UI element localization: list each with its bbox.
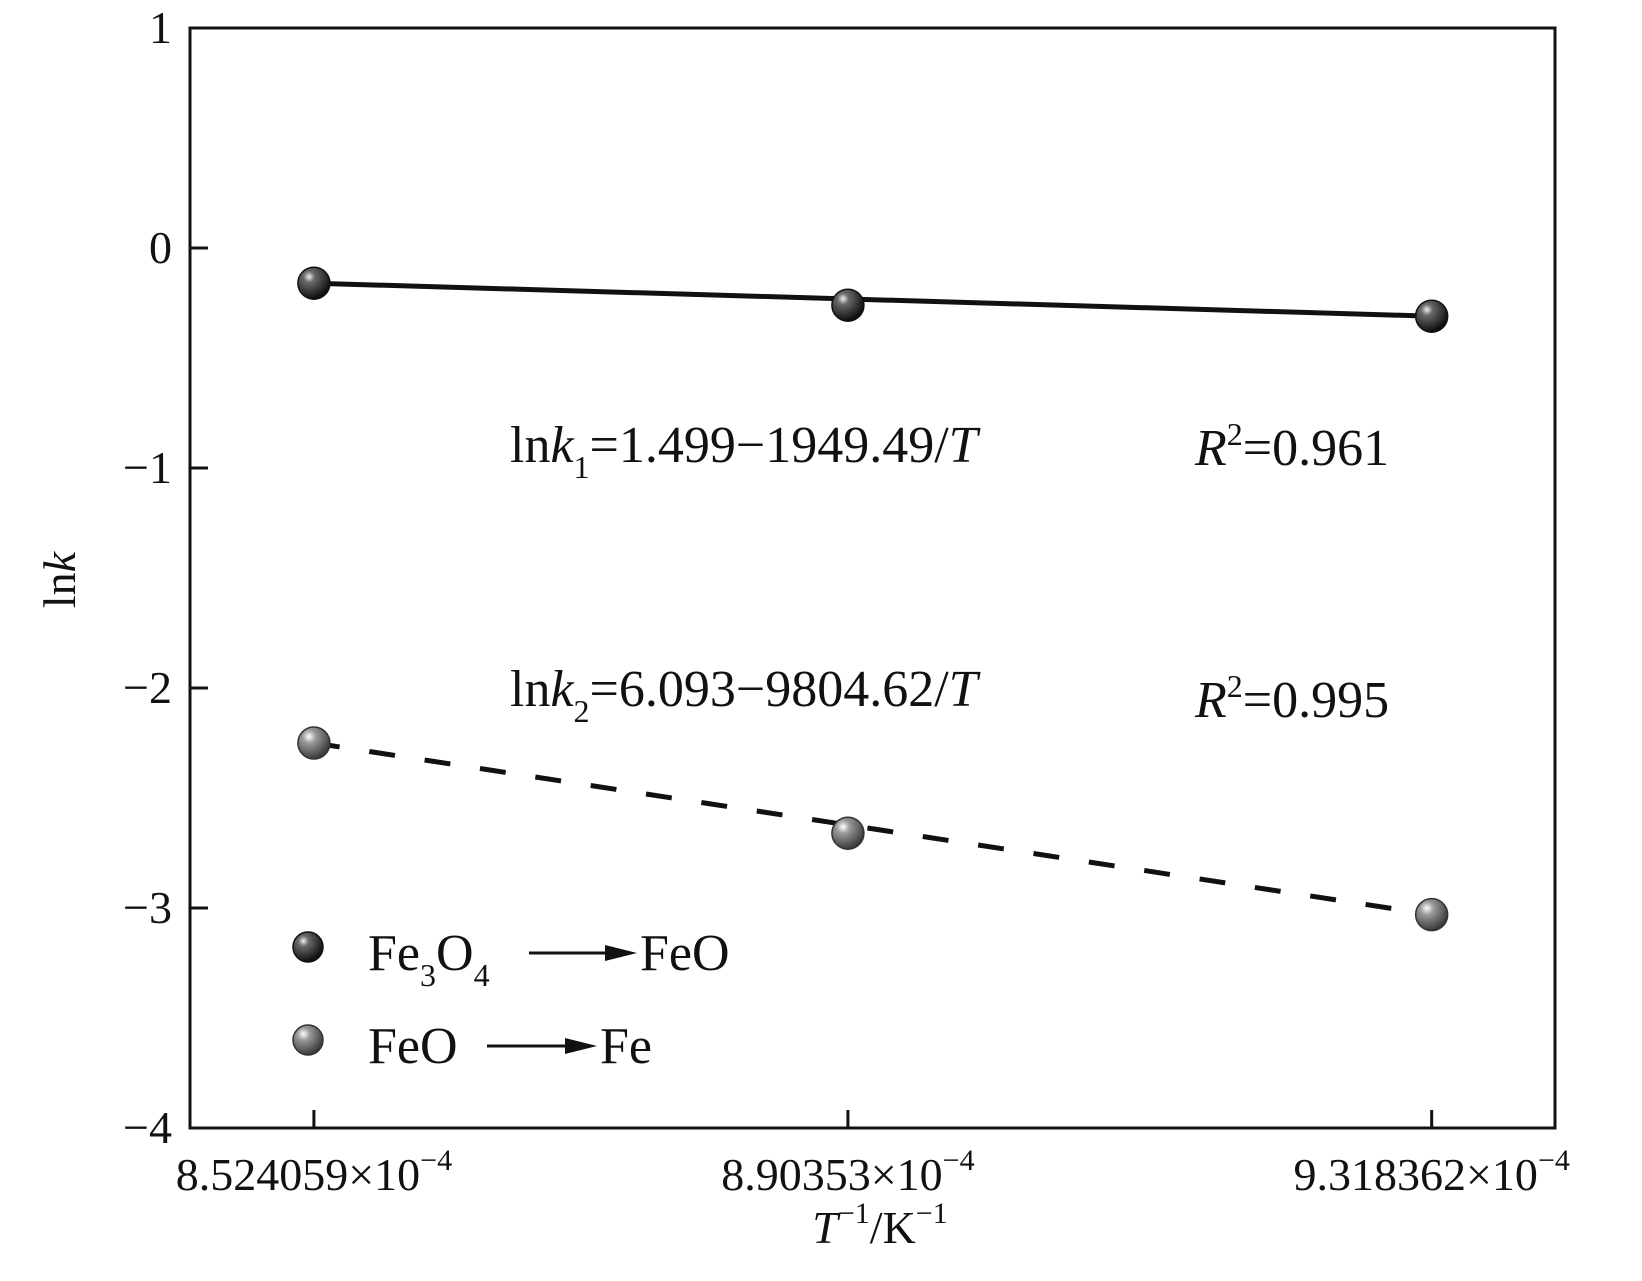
equation-2-rhs: =6.093−9804.62/ [590,661,950,718]
x-tick-mantissa: 8.90353×10 [721,1149,942,1200]
data-point-fe3o4-feo [831,288,865,322]
data-point-fe3o4-feo [297,266,331,300]
y-tick-label: −4 [123,1102,172,1153]
equation-1: lnk1=1.499−1949.49/T [510,417,981,485]
legend-arrow-2-head [565,1038,597,1054]
x-tick-exponent: −4 [1538,1144,1570,1177]
legend-arrow-1-head [605,945,637,961]
equation-2-T: T [949,661,981,718]
equation-1-sub: 1 [574,449,590,485]
legend-label-fe3o4-feo: Fe3O4 [368,925,490,993]
data-point-fe3o4-feo [1414,299,1449,333]
equation-1-T: T [949,417,981,474]
data-point-feo-fe [1414,897,1449,932]
x-tick-mantissa: 8.524059×10 [176,1149,420,1200]
legend-1-sub1: 3 [420,957,436,993]
x-axis-title-sup1: −1 [838,1197,870,1230]
x-axis: 8.524059×10−4 8.90353×10−4 9.318362×10−4 [176,1110,1570,1200]
x-tick-mantissa: 9.318362×10 [1293,1149,1537,1200]
fit-line-fe3o4-feo [313,280,1432,319]
y-axis-title-ln: ln [34,572,85,608]
legend-marker-feo-fe [292,1024,324,1056]
r2-1-R: R [1194,420,1227,477]
x-tick-exponent: −4 [420,1144,452,1177]
equation-2-sub: 2 [574,693,590,729]
legend-1-sub2: 4 [474,957,490,993]
y-axis-title-var: k [34,550,85,572]
r2-annotation-2: R2=0.995 [1194,668,1389,729]
r2-1-value: =0.961 [1243,420,1389,477]
x-axis-title-sup2: −1 [916,1197,948,1230]
legend: Fe3O4 FeO FeO Fe [292,925,730,1075]
y-tick-label: 1 [149,2,172,53]
y-tick-label: −1 [123,442,172,493]
y-tick-label: 0 [149,222,172,273]
x-tick-label: 9.318362×10−4 [1293,1144,1569,1200]
data-points [297,266,1449,932]
x-tick-exponent: −4 [943,1144,975,1177]
r2-annotation-1: R2=0.961 [1194,416,1389,477]
fit-line-feo-fe [313,740,1433,918]
legend-label-feo-fe: FeO [368,1018,458,1075]
data-point-feo-fe [831,816,865,850]
equation-1-ln: ln [510,417,550,474]
equation-2-ln: ln [510,661,550,718]
legend-1-product: FeO [640,925,730,982]
equation-2-k: k [550,661,574,718]
r2-1-sup: 2 [1227,416,1243,452]
equation-1-rhs: =1.499−1949.49/ [590,417,950,474]
x-axis-title-T: T [812,1202,841,1253]
y-tick-label: −2 [123,662,172,713]
r2-2-sup: 2 [1227,668,1243,704]
x-axis-title-unit: /K [870,1202,916,1253]
y-axis-title: lnk [34,550,85,608]
y-axis: 1 0 −1 −2 −3 −4 [123,2,208,1153]
equation-1-k: k [550,417,574,474]
y-tick-label: −3 [123,882,172,933]
legend-1-a: Fe [368,925,420,982]
legend-1-b: O [436,925,474,982]
plot-frame [188,26,1557,1130]
legend-marker-fe3o4-feo [292,931,324,963]
x-tick-label: 8.524059×10−4 [176,1144,452,1200]
equation-2: lnk2=6.093−9804.62/T [510,661,981,729]
r2-2-R: R [1194,672,1227,729]
x-tick-label: 8.90353×10−4 [721,1144,974,1200]
legend-2-product: Fe [600,1018,652,1075]
data-point-feo-fe [297,726,331,760]
x-axis-title: T−1/K−1 [812,1197,947,1253]
r2-2-value: =0.995 [1243,672,1389,729]
